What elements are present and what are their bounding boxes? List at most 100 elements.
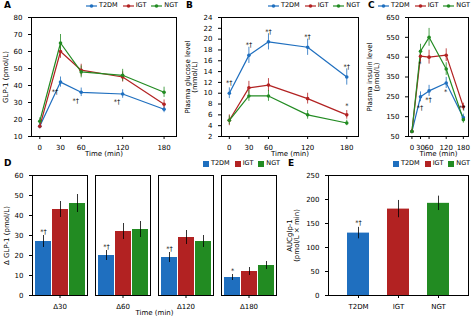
svg-text:AUCglp-1(pmol/L × min): AUCglp-1(pmol/L × min) [286,209,301,262]
html-text:T2DM: T2DM [280,1,300,9]
svg-text:*†: *† [52,88,59,96]
html-text:NGT: NGT [456,1,470,9]
svg-text:T2DM: T2DM [347,303,368,311]
svg-text:200: 200 [306,196,319,204]
svg-text:*†: *† [417,104,424,112]
svg-text:450: 450 [386,53,399,61]
svg-text:Time (min): Time (min) [84,150,123,158]
svg-text:*†: *† [40,228,47,236]
svg-text:150: 150 [306,220,319,228]
svg-text:*†: *† [459,104,466,112]
svg-text:*†: *† [226,79,233,87]
svg-text:Δ120: Δ120 [177,303,195,311]
svg-text:Δ GLP-1 (pmol/L): Δ GLP-1 (pmol/L) [3,206,11,265]
svg-text:16: 16 [204,57,213,65]
svg-text:IGT: IGT [393,303,405,311]
svg-text:Δ180: Δ180 [240,303,258,311]
svg-text:*†: *† [72,97,79,105]
svg-text:80: 80 [14,14,23,22]
svg-text:Time (min): Time (min) [134,309,173,317]
svg-text:70: 70 [14,31,23,39]
svg-text:50: 50 [391,133,400,141]
svg-text:*†: *† [304,33,311,41]
svg-text:Δ60: Δ60 [116,303,130,311]
svg-text:4: 4 [208,122,213,130]
svg-text:40: 40 [14,82,23,90]
html-text:D: D [4,158,12,168]
svg-text:0: 0 [38,144,42,152]
html-text:NGT: NGT [346,1,360,9]
svg-text:0: 0 [410,144,414,152]
html-text:T2DM: T2DM [98,1,118,9]
svg-text:12: 12 [204,79,213,87]
svg-text:0: 0 [19,292,23,300]
svg-text:10: 10 [14,133,23,141]
svg-text:2: 2 [208,133,212,141]
svg-text:8: 8 [208,100,212,108]
svg-text:*†: *† [166,245,173,253]
svg-text:20: 20 [15,252,24,260]
svg-text:*†: *† [355,219,362,227]
svg-text:10: 10 [15,272,24,280]
svg-text:180: 180 [157,144,170,152]
svg-text:60: 60 [15,172,24,180]
svg-text:550: 550 [386,34,399,42]
svg-text:*: * [345,102,349,110]
svg-text:22: 22 [204,25,213,33]
svg-text:50: 50 [311,268,320,276]
svg-text:18: 18 [204,46,213,54]
html-text:NGT: NGT [164,1,178,9]
svg-text:120: 120 [300,144,315,153]
svg-text:*: * [231,267,235,275]
svg-text:*†: *† [344,63,351,71]
svg-text:150: 150 [386,113,399,121]
html-text:T2DM: T2DM [210,159,230,167]
svg-text:250: 250 [306,172,319,180]
svg-text:Time (min): Time (min) [270,150,309,158]
svg-text:250: 250 [386,93,399,101]
svg-text:30: 30 [15,232,24,240]
svg-text:180: 180 [457,144,470,152]
svg-text:650: 650 [386,14,399,22]
svg-text:20: 20 [14,116,23,124]
svg-text:Plasma glucose level(mmol/L): Plasma glucose level(mmol/L) [184,40,199,113]
svg-text:30: 30 [56,144,65,152]
svg-text:0: 0 [315,292,319,300]
svg-text:*†: *† [103,243,110,251]
html-text:IGT: IGT [427,1,439,9]
svg-text:*: * [418,60,422,68]
svg-text:60: 60 [76,144,86,153]
svg-text:NGT: NGT [431,303,446,311]
svg-text:GLP-1 (pmol/L): GLP-1 (pmol/L) [2,51,10,103]
svg-text:350: 350 [386,73,399,81]
svg-text:60: 60 [264,144,273,153]
svg-text:20: 20 [204,35,213,43]
svg-text:*†: *† [425,96,432,104]
svg-text:100: 100 [306,244,319,252]
svg-text:40: 40 [15,212,24,220]
html-text:30 60: 30 60 [416,144,434,153]
svg-text:Δ30: Δ30 [53,303,67,311]
html-text:T2DM: T2DM [390,1,410,9]
svg-text:30: 30 [244,144,253,152]
svg-text:6: 6 [208,111,213,119]
svg-text:120: 120 [439,144,453,153]
svg-text:*†: *† [265,28,272,36]
svg-text:50: 50 [15,192,24,200]
html-text:IGT: IGT [135,1,147,9]
svg-text:120: 120 [116,144,130,153]
svg-text:60: 60 [14,48,23,56]
svg-text:*†: *† [246,41,253,49]
svg-text:50: 50 [14,65,23,73]
svg-text:0: 0 [227,144,231,152]
svg-text:10: 10 [204,89,213,97]
svg-text:*: * [444,88,448,96]
svg-text:Plasma insulin level(pmol/L): Plasma insulin level(pmol/L) [366,42,381,111]
svg-text:24: 24 [204,14,213,22]
html-text:IGT: IGT [317,1,329,9]
svg-text:14: 14 [204,68,213,76]
svg-text:180: 180 [340,144,353,152]
svg-text:Time (min): Time (min) [418,150,457,158]
svg-text:30: 30 [14,99,23,107]
svg-text:*†: *† [114,98,121,106]
